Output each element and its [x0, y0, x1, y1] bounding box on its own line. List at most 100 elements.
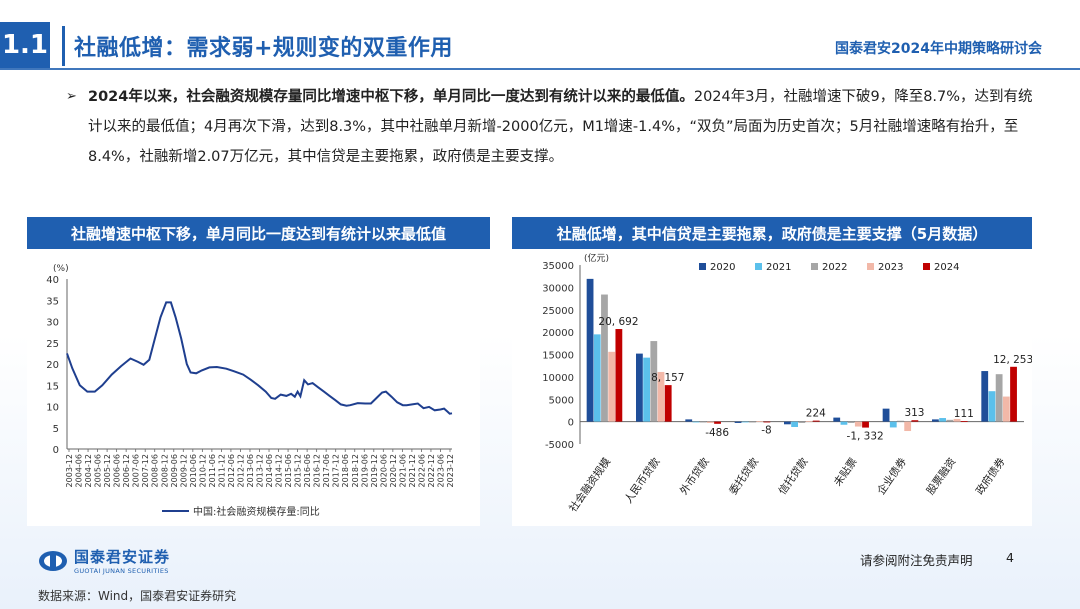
x-tick-label: 2013-12 — [256, 454, 265, 487]
bar-2022 — [798, 421, 806, 423]
data-label-2024: -486 — [705, 427, 729, 439]
y-unit-label: (%) — [53, 264, 69, 274]
y-tick-label: -5000 — [545, 440, 574, 451]
bar-2021 — [840, 421, 848, 425]
bullet-text: 2024年以来，社会融资规模存量同比增速中枢下移，单月同比一度达到有统计以来的最… — [88, 82, 1036, 172]
data-label-2024: -1, 332 — [847, 431, 884, 443]
brand-header: 国泰君安2024年中期策略研讨会 — [835, 41, 1042, 57]
x-tick-label: 2009-06 — [170, 454, 179, 487]
x-tick-label: 2007-12 — [141, 454, 150, 487]
bar-2024 — [763, 421, 771, 423]
x-tick-label: 2006-06 — [113, 454, 122, 487]
legend-swatch-2023 — [867, 263, 874, 270]
x-tick-label: 2004-12 — [84, 454, 93, 487]
y-tick-label: 15 — [46, 381, 59, 392]
section-number: 1.1 — [0, 22, 50, 68]
company-logo: 国泰君安证券 GUOTAI JUNAN SECURITIES — [38, 546, 170, 575]
data-label-2024: 12, 253 — [993, 354, 1032, 366]
legend-label-2024: 2024 — [934, 262, 959, 273]
x-tick-label: 2022-06 — [417, 454, 426, 487]
y-tick-label: 10 — [46, 403, 59, 414]
bullet-body-text: 2024年3月，社融增速下破9，降至8.7%，达到有统计以来的最低值；4月再次下… — [88, 89, 1033, 165]
bar-2023 — [657, 371, 665, 422]
left-panel-title: 社融增速中枢下移，单月同比一度达到有统计以来最低值 — [27, 217, 490, 249]
line-chart: (%) 0 5 10 15 20 25 30 35 40 2003-12 2004-06 2004-12… — [46, 264, 455, 518]
disclaimer-text: 请参阅附注免责声明 — [860, 553, 973, 568]
x-tick-label: 2004-06 — [75, 454, 84, 487]
x-tick-label: 2022-12 — [427, 454, 436, 487]
y-tick-label: 25 — [46, 339, 59, 350]
x-tick-label: 2010-12 — [198, 454, 207, 487]
logo-cn-text: 国泰君安证券 — [74, 548, 171, 566]
category-label: 信托贷款 — [776, 455, 811, 497]
data-label-2024: 20, 692 — [598, 316, 638, 328]
logo-icon — [38, 550, 68, 572]
y-tick-label: 25000 — [542, 306, 574, 317]
x-tick-label: 2017-06 — [322, 454, 331, 487]
bar-2022 — [601, 294, 608, 422]
bar-2022 — [847, 421, 855, 423]
x-tick-label: 2005-06 — [94, 454, 103, 487]
y-tick-label: 5000 — [549, 395, 574, 406]
bar-2021 — [692, 421, 700, 423]
y-tick-label: 0 — [568, 418, 574, 429]
bar-2021 — [791, 421, 798, 427]
bar-2020 — [932, 419, 939, 422]
bar-2022 — [699, 421, 707, 423]
x-tick-label: 2020-06 — [379, 454, 388, 487]
summary-bullet: ➢ 2024年以来，社会融资规模存量同比增速中枢下移，单月同比一度达到有统计以来… — [66, 82, 1036, 172]
bar-2020 — [784, 421, 791, 425]
bar-2020 — [586, 278, 594, 422]
x-tick-label: 2020-12 — [389, 454, 398, 487]
x-tick-label: 2018-06 — [341, 454, 350, 487]
x-tick-label: 2003-12 — [65, 454, 74, 487]
y-tick-label: 0 — [53, 445, 59, 456]
bar-2021 — [988, 391, 996, 422]
bar-2024 — [615, 329, 623, 422]
y-tick-label: 20000 — [542, 328, 574, 339]
x-tick-label: 2019-12 — [370, 454, 379, 487]
header-divider — [0, 68, 1080, 70]
x-tick-label: 2023-06 — [436, 454, 445, 487]
category-label: 政府债券 — [973, 455, 1008, 497]
x-tick-label: 2015-06 — [284, 454, 293, 487]
bar-2024 — [1010, 366, 1017, 422]
legend-swatch-2020 — [699, 263, 706, 270]
x-tick-label: 2012-12 — [236, 454, 245, 487]
bullet-bold-text: 2024年以来，社会融资规模存量同比增速中枢下移，单月同比一度达到有统计以来的最… — [88, 89, 694, 105]
bar-2021 — [593, 334, 601, 422]
bar-2024 — [960, 421, 968, 422]
x-tick-label: 2017-12 — [332, 454, 341, 487]
bar-2023 — [1002, 396, 1010, 422]
x-tick-label: 2015-12 — [294, 454, 303, 487]
x-tick-label: 2011-12 — [217, 454, 226, 487]
bar-2023 — [706, 421, 714, 423]
category-label: 股票融资 — [925, 456, 959, 497]
bar-2020 — [833, 417, 841, 422]
data-source: 数据来源：Wind，国泰君安证券研究 — [38, 589, 237, 603]
legend-label-2022: 2022 — [822, 262, 847, 273]
x-tick-label: 2006-12 — [122, 454, 131, 487]
bar-2022 — [897, 420, 904, 422]
category-label: 社会融资规模 — [566, 455, 613, 514]
x-tick-label: 2005-12 — [103, 454, 112, 487]
bar-2023 — [854, 421, 862, 427]
legend-swatch-2021 — [755, 263, 762, 270]
y-tick-label: 30 — [46, 318, 59, 329]
legend-swatch-2024 — [923, 263, 930, 270]
bullet-arrow-icon: ➢ — [66, 89, 77, 104]
x-tick-label: 2008-12 — [160, 454, 169, 487]
bar-chart: (亿元) -5000 0 5000 10000 15000 20000 25000 30000 3… — [542, 252, 1033, 514]
data-label-2024: -8 — [761, 425, 771, 437]
bar-2021 — [939, 418, 946, 422]
x-tick-label: 2014-06 — [265, 454, 274, 487]
bar-2021 — [643, 357, 650, 422]
x-tick-label: 2021-06 — [398, 454, 407, 487]
legend-label: 中国:社会融资规模存量:同比 — [193, 505, 320, 518]
x-tick-label: 2021-12 — [408, 454, 417, 487]
bar-2024 — [862, 421, 869, 428]
category-label: 外币贷款 — [677, 455, 712, 497]
bar-2022 — [650, 341, 658, 422]
x-tick-label: 2007-06 — [132, 454, 141, 487]
page-number: 4 — [1006, 550, 1014, 565]
